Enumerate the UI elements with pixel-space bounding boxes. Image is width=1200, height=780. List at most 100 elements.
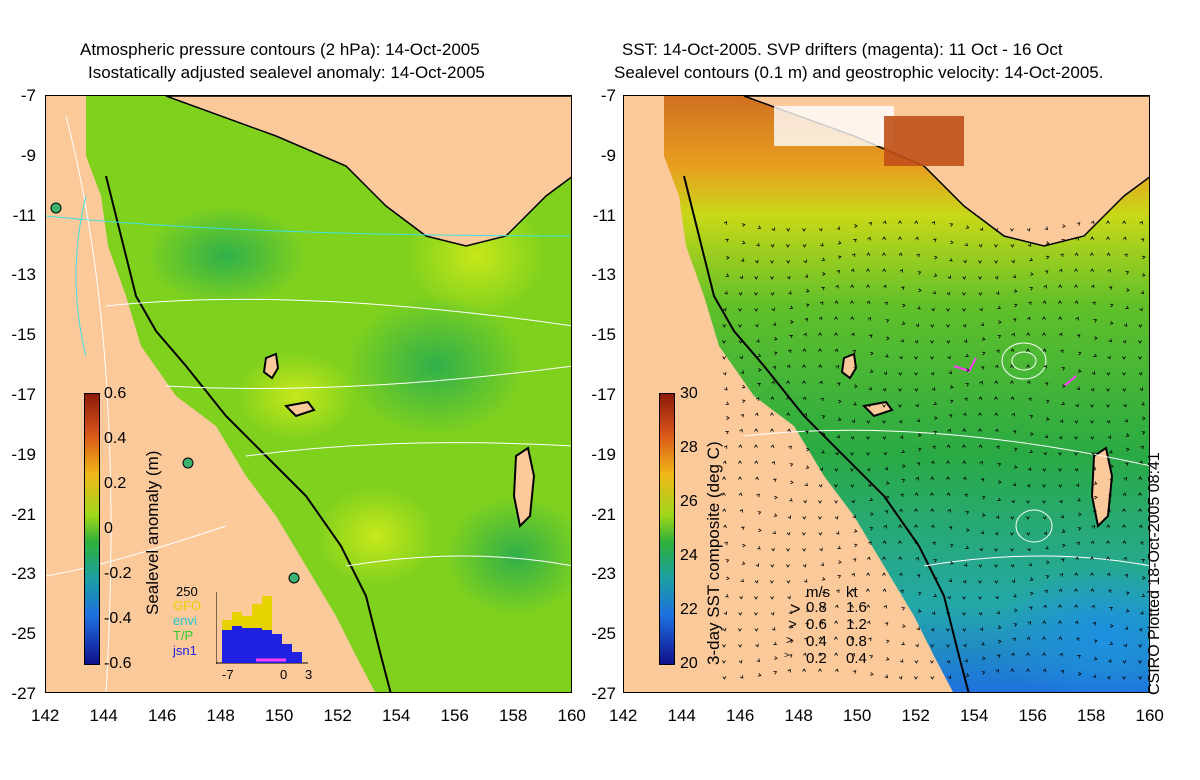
velocity-arrow (754, 444, 758, 448)
velocity-arrow (1059, 652, 1063, 657)
velocity-arrow (803, 499, 807, 504)
y-tick-label: -11 (592, 205, 616, 225)
velocity-arrow (818, 348, 822, 352)
vel-kt: 1.2 (846, 616, 867, 633)
velocity-arrow (1090, 236, 1095, 240)
velocity-arrow (725, 431, 729, 435)
velocity-arrow (950, 240, 954, 245)
velocity-arrow (930, 476, 935, 480)
velocity-arrow (1108, 659, 1112, 663)
velocity-arrow (962, 276, 967, 280)
colorbar-tick-label: -0.4 (104, 610, 132, 627)
velocity-arrow (949, 384, 954, 389)
velocity-arrow (1141, 401, 1145, 406)
velocity-arrow (899, 435, 904, 439)
velocity-arrow (866, 420, 871, 424)
velocity-arrow (726, 576, 730, 581)
velocity-arrow (741, 384, 746, 389)
velocity-arrow (1045, 255, 1050, 260)
velocity-arrow (1060, 253, 1064, 258)
velocity-arrow (819, 380, 823, 385)
velocity-arrow (946, 340, 951, 344)
velocity-arrow (917, 432, 922, 437)
velocity-arrow (1058, 636, 1063, 640)
velocity-arrow (934, 416, 938, 421)
velocity-arrow (850, 316, 855, 320)
velocity-arrow (901, 321, 906, 325)
y-tick-label: -27 (591, 684, 616, 703)
velocity-arrow (898, 236, 902, 240)
velocity-arrow (1109, 449, 1113, 454)
velocity-arrow (933, 559, 938, 563)
velocity-arrow (962, 412, 967, 417)
sealevel-contour (1011, 351, 1037, 371)
velocity-arrow (1109, 303, 1114, 308)
velocity-arrow (789, 463, 794, 467)
velocity-arrow (1058, 284, 1063, 288)
velocity-arrow (740, 578, 744, 583)
velocity-arrow (1044, 226, 1049, 231)
velocity-arrow (738, 324, 742, 328)
velocity-arrow (917, 447, 922, 452)
velocity-arrow (1042, 316, 1046, 320)
velocity-arrow (852, 514, 857, 519)
x-tick-label: 158 (1077, 706, 1106, 725)
velocity-arrow (1027, 467, 1032, 471)
velocity-arrow (1140, 290, 1145, 295)
velocity-arrow (834, 332, 838, 336)
velocity-arrow (978, 260, 982, 264)
velocity-arrow (1076, 334, 1081, 338)
velocity-arrow (724, 290, 728, 295)
colorbar-tick-label: 24 (680, 547, 698, 564)
colorbar-tick-label: 0.6 (104, 385, 127, 402)
velocity-arrow (1010, 668, 1015, 672)
velocity-arrow (962, 476, 967, 481)
velocity-arrow (754, 259, 759, 264)
hist-chart (216, 592, 308, 664)
velocity-arrow (933, 401, 937, 405)
velocity-arrow (870, 351, 874, 356)
velocity-arrow (1029, 415, 1034, 419)
y-tick-label: -23 (11, 564, 36, 584)
velocity-arrow (1107, 435, 1111, 439)
velocity-arrow (787, 428, 791, 433)
velocity-arrow (738, 644, 742, 648)
x-tick-label: 148 (784, 706, 813, 725)
left-colorbar (84, 393, 100, 665)
velocity-arrow (1124, 626, 1129, 630)
hist-x-tick: -7 (222, 667, 234, 682)
velocity-arrow (883, 604, 887, 609)
velocity-arrow (1013, 593, 1017, 598)
velocity-arrow (1141, 431, 1146, 435)
island (1090, 446, 1114, 529)
velocity-arrow (946, 444, 951, 448)
velocity-arrow (882, 572, 886, 576)
velocity-arrow (722, 660, 726, 664)
island (283, 400, 316, 418)
velocity-arrow (1058, 332, 1063, 337)
velocity-arrow (1106, 252, 1111, 256)
velocity-arrow (1074, 452, 1078, 456)
velocity-arrow (915, 556, 919, 561)
velocity-arrow (1106, 236, 1110, 240)
velocity-arrow (868, 541, 872, 546)
velocity-arrow (978, 396, 983, 400)
velocity-arrow (802, 668, 807, 672)
velocity-arrow (834, 500, 838, 504)
velocity-arrow (946, 659, 951, 664)
velocity-arrow (1109, 641, 1114, 645)
velocity-arrow (902, 624, 906, 629)
velocity-arrow (819, 301, 824, 305)
vel-arrow-symbol: > (784, 650, 790, 660)
velocity-arrow (981, 495, 986, 500)
velocity-arrow (757, 225, 762, 229)
velocity-arrow (947, 595, 951, 600)
velocity-arrow (965, 353, 969, 357)
velocity-arrow (884, 301, 888, 306)
velocity-arrow (932, 445, 936, 450)
velocity-arrow (1077, 368, 1082, 373)
velocity-arrow (771, 547, 775, 552)
velocity-arrow (820, 562, 825, 567)
velocity-arrow (1139, 460, 1143, 465)
velocity-arrow (931, 307, 935, 312)
